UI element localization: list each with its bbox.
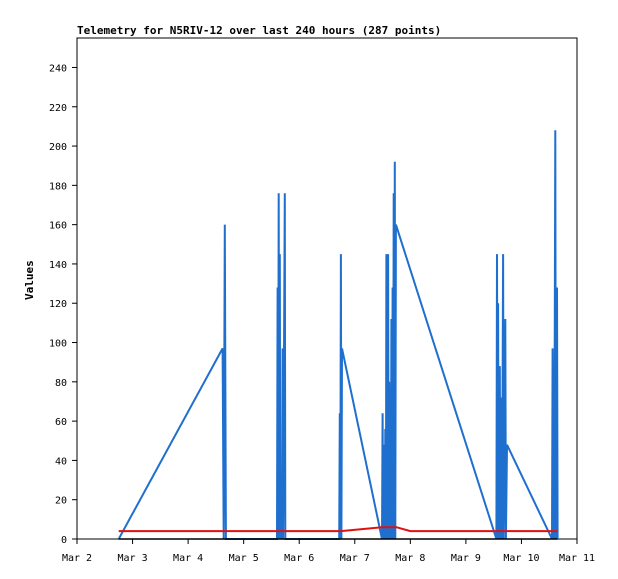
x-tick-label: Mar 3 (118, 553, 148, 564)
y-tick-label: 220 (49, 103, 67, 114)
y-tick-label: 180 (49, 181, 67, 192)
plot-frame (76, 37, 578, 540)
y-tick-label: 100 (49, 339, 67, 350)
y-tick-label: 20 (55, 496, 67, 507)
series-line-red (118, 526, 558, 533)
x-tick-label: Mar 4 (173, 553, 203, 564)
x-tick-label: Mar 8 (395, 553, 425, 564)
x-tick-label: Mar 5 (229, 553, 259, 564)
x-tick-label: Mar 11 (559, 553, 595, 564)
y-tick-label: 200 (49, 142, 67, 153)
y-tick-label: 80 (55, 378, 67, 389)
y-tick-label: 240 (49, 63, 67, 74)
y-tick-label: 40 (55, 456, 67, 467)
y-tick-label: 160 (49, 221, 67, 232)
x-tick-label: Mar 10 (503, 553, 539, 564)
y-tick-label: 120 (49, 299, 67, 310)
x-tick-label: Mar 7 (340, 553, 370, 564)
chart-title: Telemetry for N5RIV-12 over last 240 hou… (77, 24, 442, 37)
y-tick-label: 140 (49, 260, 67, 271)
x-tick-label: Mar 2 (62, 553, 92, 564)
y-tick-label: 60 (55, 417, 67, 428)
x-tick-label: Mar 6 (284, 553, 314, 564)
x-tick-label: Mar 9 (451, 553, 481, 564)
y-tick-label: 0 (61, 535, 67, 546)
series-line-blue (117, 130, 559, 540)
